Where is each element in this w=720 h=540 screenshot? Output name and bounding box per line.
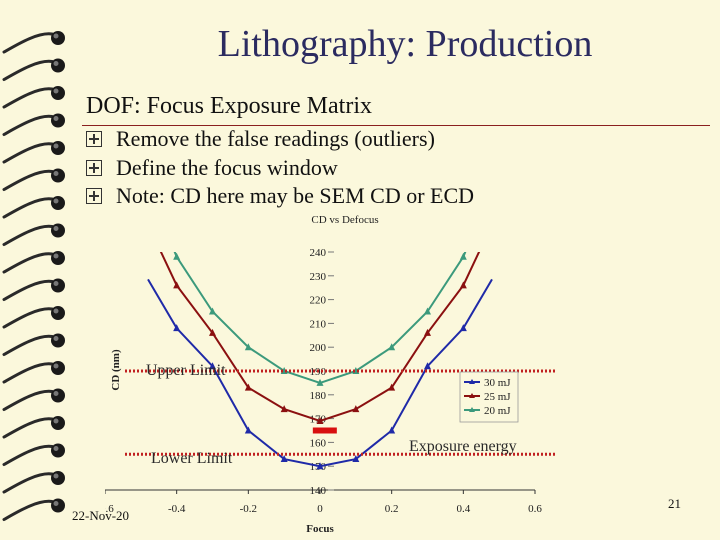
x-tick-label: 0.2 xyxy=(385,503,399,515)
data-point xyxy=(424,328,431,336)
data-point xyxy=(352,455,360,463)
data-point xyxy=(316,462,324,470)
y-tick-label: 230 xyxy=(310,271,327,283)
series-30mj xyxy=(147,278,493,470)
y-tick-label: 160 xyxy=(310,437,327,449)
spiral-ring xyxy=(2,58,65,81)
bullet-item: Define the focus window xyxy=(86,155,338,181)
data-point xyxy=(173,281,181,289)
plus-box-icon xyxy=(86,131,102,147)
spiral-binding xyxy=(2,31,65,521)
exposure-energy-label: Exposure energy xyxy=(409,438,517,455)
data-point xyxy=(459,252,467,260)
data-point xyxy=(316,378,324,386)
data-point xyxy=(209,362,216,370)
data-point xyxy=(209,328,216,336)
data-point xyxy=(388,343,396,351)
page-number: 21 xyxy=(668,496,681,511)
y-tick-label: 200 xyxy=(310,342,327,354)
data-point xyxy=(459,324,467,332)
data-point xyxy=(424,307,431,315)
chart-title: CD vs Defocus xyxy=(311,214,378,226)
legend-marker xyxy=(469,379,475,384)
x-tick-label: 0 xyxy=(317,503,323,515)
y-tick-label: 240 xyxy=(310,247,327,259)
bullet-text: Note: CD here may be SEM CD or ECD xyxy=(116,183,475,208)
spiral-ring xyxy=(2,278,65,301)
y-tick-label: 140 xyxy=(310,485,327,497)
cd-vs-defocus-chart: CD vs Defocus -0.6 -0.4 -0.2 0 0.2 0.4 0.6 Focus… xyxy=(105,214,555,535)
data-point xyxy=(280,455,288,463)
legend-label: 20 mJ xyxy=(484,405,511,417)
title-divider xyxy=(82,125,710,126)
data-point xyxy=(459,281,467,289)
spiral-ring xyxy=(2,498,65,521)
chart-legend: 30 mJ 25 mJ 20 mJ xyxy=(459,371,519,423)
exposure-marker xyxy=(312,427,337,434)
series-25mj xyxy=(159,252,481,424)
plus-box-icon xyxy=(86,188,102,204)
legend-marker xyxy=(469,407,475,412)
plus-box-icon xyxy=(86,160,102,176)
bullet-text: Remove the false readings (outliers) xyxy=(116,126,435,151)
spiral-ring xyxy=(2,251,65,274)
x-tick-label: -0.2 xyxy=(240,503,257,515)
data-point xyxy=(244,383,252,391)
spiral-ring xyxy=(2,196,65,219)
x-tick-label: -0.6 xyxy=(105,503,114,515)
legend-label: 25 mJ xyxy=(484,391,511,403)
data-point xyxy=(352,405,360,413)
spiral-ring xyxy=(2,306,65,329)
data-point xyxy=(280,405,288,413)
x-tick-label: 0.4 xyxy=(456,503,470,515)
spiral-ring xyxy=(2,168,65,191)
x-axis-label: Focus xyxy=(306,523,334,535)
x-tick-label: -0.4 xyxy=(168,503,186,515)
data-point xyxy=(173,252,181,260)
data-point xyxy=(316,416,324,424)
slide-title: Lithography: Production xyxy=(217,23,593,65)
data-point xyxy=(173,324,181,332)
spiral-ring xyxy=(2,223,65,246)
spiral-ring xyxy=(2,31,65,54)
data-point xyxy=(388,426,396,434)
spiral-ring xyxy=(2,141,65,164)
y-tick-label: 180 xyxy=(310,390,327,402)
bullet-item: Note: CD here may be SEM CD or ECD xyxy=(86,183,474,209)
data-point xyxy=(209,307,216,315)
lower-limit-label: Lower Limit xyxy=(151,450,233,467)
y-tick-label: 220 xyxy=(310,295,327,307)
y-tick-label: 210 xyxy=(310,318,327,330)
bullet-item: Remove the false readings (outliers) xyxy=(86,126,435,152)
bullet-text: Define the focus window xyxy=(116,155,338,180)
data-point xyxy=(388,383,396,391)
spiral-ring xyxy=(2,388,65,411)
upper-limit-label: Upper Limit xyxy=(146,362,226,379)
spiral-ring xyxy=(2,416,65,439)
spiral-ring xyxy=(2,333,65,356)
y-axis-label: CD (nm) xyxy=(110,349,122,391)
spiral-ring xyxy=(2,86,65,109)
series-20mj xyxy=(173,252,467,386)
x-tick-label: 0.6 xyxy=(528,503,542,515)
slide-date: 22-Nov-20 xyxy=(72,508,130,523)
spiral-ring xyxy=(2,361,65,384)
spiral-ring xyxy=(2,113,65,136)
data-point xyxy=(244,426,252,434)
legend-label: 30 mJ xyxy=(484,377,511,389)
spiral-ring xyxy=(2,443,65,466)
slide-subtitle: DOF: Focus Exposure Matrix xyxy=(86,93,372,119)
data-point xyxy=(244,343,252,351)
data-point xyxy=(424,362,431,370)
spiral-ring xyxy=(2,471,65,494)
legend-marker xyxy=(469,393,475,398)
